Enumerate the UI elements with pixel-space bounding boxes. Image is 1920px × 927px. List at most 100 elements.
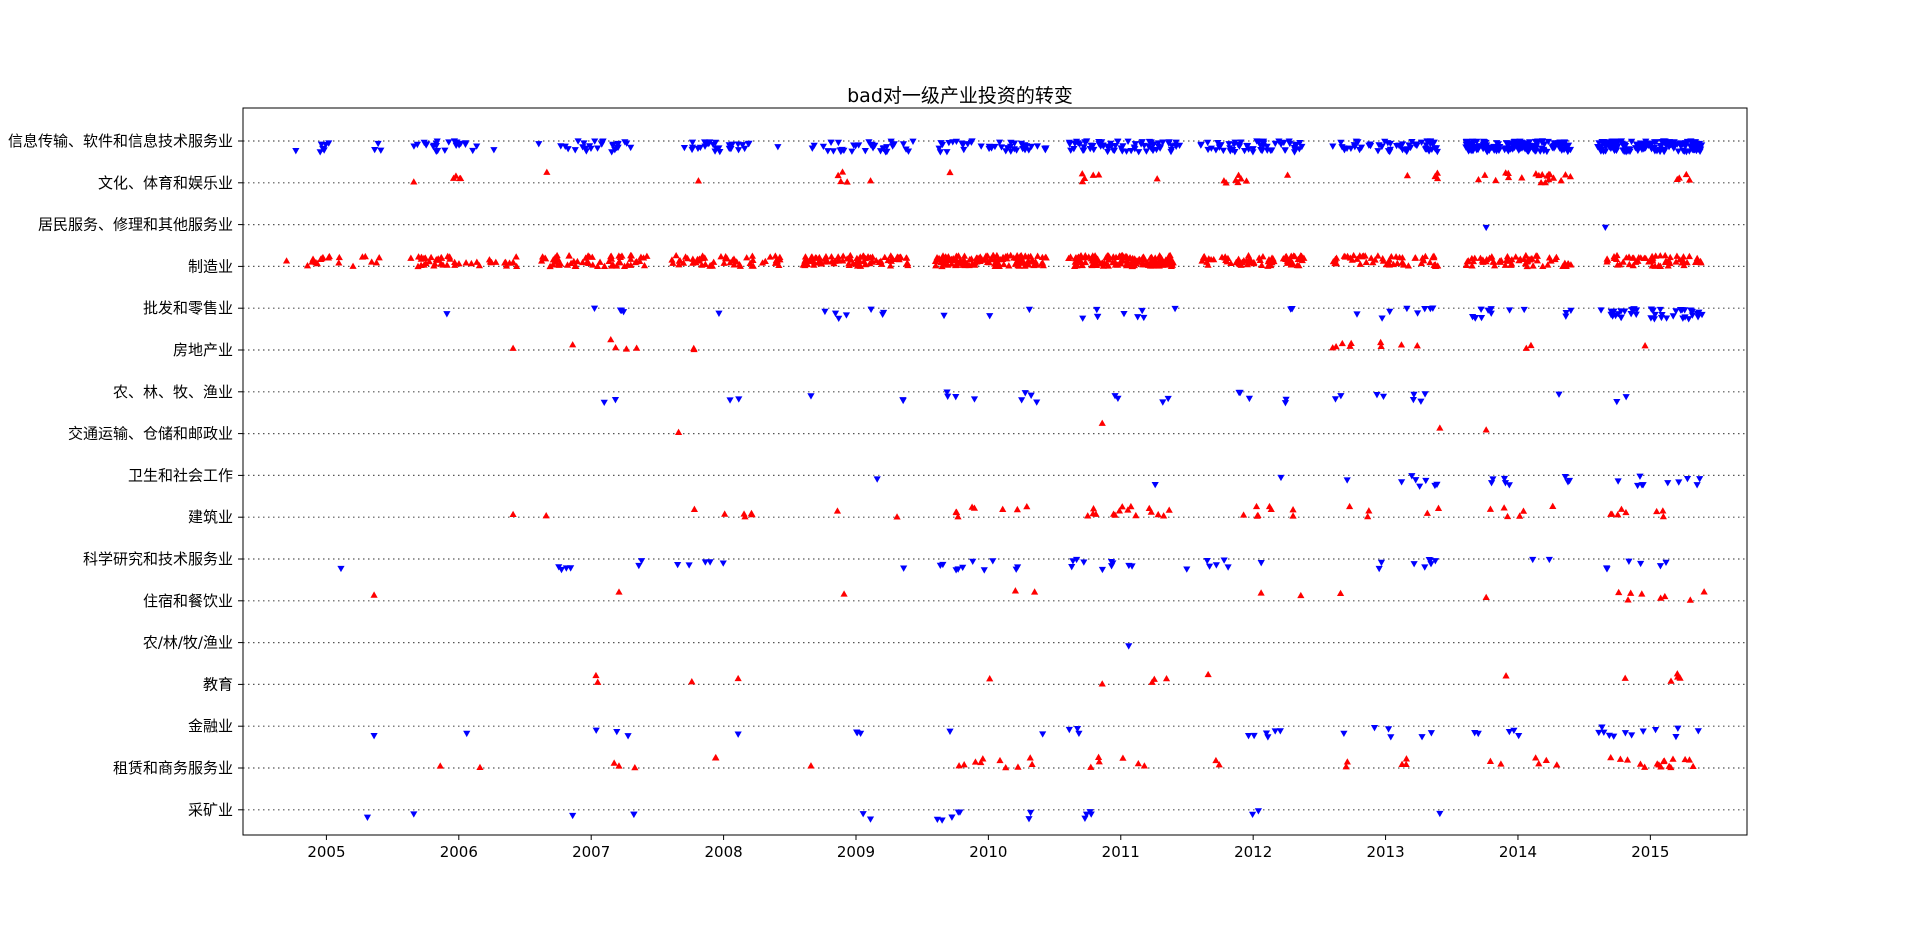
- data-point: [802, 255, 810, 262]
- data-point: [869, 145, 877, 152]
- data-point: [490, 147, 498, 154]
- data-point: [1268, 147, 1276, 154]
- data-point: [1026, 754, 1034, 761]
- data-point: [1287, 261, 1295, 268]
- data-point: [1651, 262, 1659, 269]
- data-point: [1042, 145, 1050, 152]
- data-point: [672, 251, 680, 259]
- data-point: [734, 141, 742, 148]
- data-point: [1235, 389, 1243, 397]
- data-point: [1165, 506, 1173, 513]
- data-point: [1553, 761, 1561, 768]
- data-point: [1026, 809, 1035, 817]
- data-point: [1227, 259, 1235, 267]
- data-point: [1659, 146, 1667, 153]
- data-point: [1387, 734, 1395, 741]
- data-point: [1217, 142, 1225, 149]
- data-point: [1562, 313, 1570, 320]
- data-point: [1265, 502, 1274, 510]
- data-point: [1393, 259, 1401, 267]
- data-point: [611, 397, 620, 404]
- y-tick-label: 教育: [203, 675, 233, 693]
- data-point: [881, 253, 889, 261]
- data-point: [1544, 261, 1552, 268]
- data-point: [808, 145, 816, 152]
- data-point: [567, 565, 575, 572]
- data-point: [1429, 140, 1437, 147]
- data-point: [410, 811, 418, 818]
- data-point: [1259, 142, 1267, 150]
- data-point: [1225, 141, 1233, 148]
- data-point: [437, 260, 445, 267]
- data-point: [1403, 305, 1411, 313]
- data-point: [1079, 315, 1087, 322]
- data-point: [282, 257, 291, 264]
- data-point: [856, 262, 865, 269]
- data-point: [866, 177, 875, 184]
- data-point: [1487, 310, 1495, 317]
- data-point: [1258, 148, 1266, 155]
- data-point: [1072, 556, 1081, 564]
- data-point: [1431, 146, 1439, 153]
- data-point: [1673, 670, 1681, 677]
- y-tick-label: 建筑业: [188, 508, 233, 526]
- data-point: [886, 262, 895, 269]
- data-point: [1268, 254, 1276, 261]
- data-point: [1542, 756, 1550, 764]
- data-point: [1639, 728, 1647, 735]
- data-point: [569, 341, 577, 348]
- data-point: [821, 308, 829, 316]
- data-point: [1610, 733, 1618, 740]
- data-point: [1520, 306, 1528, 314]
- data-point: [850, 142, 858, 149]
- data-point: [1651, 148, 1659, 155]
- data-point: [374, 140, 382, 148]
- data-point: [1545, 556, 1553, 564]
- data-point: [1521, 140, 1530, 147]
- data-point: [1481, 171, 1489, 178]
- data-point: [1662, 315, 1671, 322]
- data-point: [1672, 258, 1680, 265]
- data-point: [877, 257, 885, 264]
- data-point: [952, 252, 961, 259]
- data-point: [1696, 476, 1704, 483]
- data-point: [1276, 728, 1284, 735]
- data-point: [1519, 507, 1528, 514]
- data-point: [1603, 566, 1611, 573]
- data-point: [1567, 307, 1575, 314]
- x-axis: 2005 2006 2007 2008 2009 2010 2011 2012 2013 2014…: [307, 835, 1669, 861]
- data-point: [1566, 172, 1575, 180]
- data-point: [1649, 307, 1657, 314]
- data-point: [861, 260, 869, 268]
- data-point: [1031, 588, 1039, 595]
- data-point: [689, 259, 697, 266]
- data-point: [607, 252, 615, 259]
- data-point: [413, 141, 421, 149]
- data-point: [1167, 256, 1175, 263]
- data-point: [744, 141, 752, 148]
- data-point: [441, 147, 449, 154]
- data-point: [995, 139, 1004, 146]
- data-point: [1613, 399, 1621, 406]
- data-point: [552, 258, 560, 265]
- data-point: [546, 262, 554, 270]
- data-point: [1093, 313, 1102, 321]
- data-point: [509, 344, 517, 351]
- data-point: [1635, 254, 1643, 261]
- data-point: [425, 257, 433, 265]
- data-point: [611, 147, 619, 154]
- y-tick-label: 信息传输、软件和信息技术服务业: [8, 132, 233, 150]
- data-point: [1218, 253, 1226, 260]
- data-point: [1463, 138, 1471, 146]
- data-point: [1693, 257, 1702, 264]
- data-point: [1240, 257, 1248, 264]
- data-point: [594, 678, 602, 685]
- data-point: [932, 262, 940, 269]
- data-point: [1162, 674, 1171, 682]
- data-point: [1408, 473, 1416, 480]
- data-point: [1496, 257, 1504, 264]
- data-point: [1336, 589, 1345, 597]
- data-point: [1164, 260, 1172, 268]
- data-point: [1338, 339, 1346, 347]
